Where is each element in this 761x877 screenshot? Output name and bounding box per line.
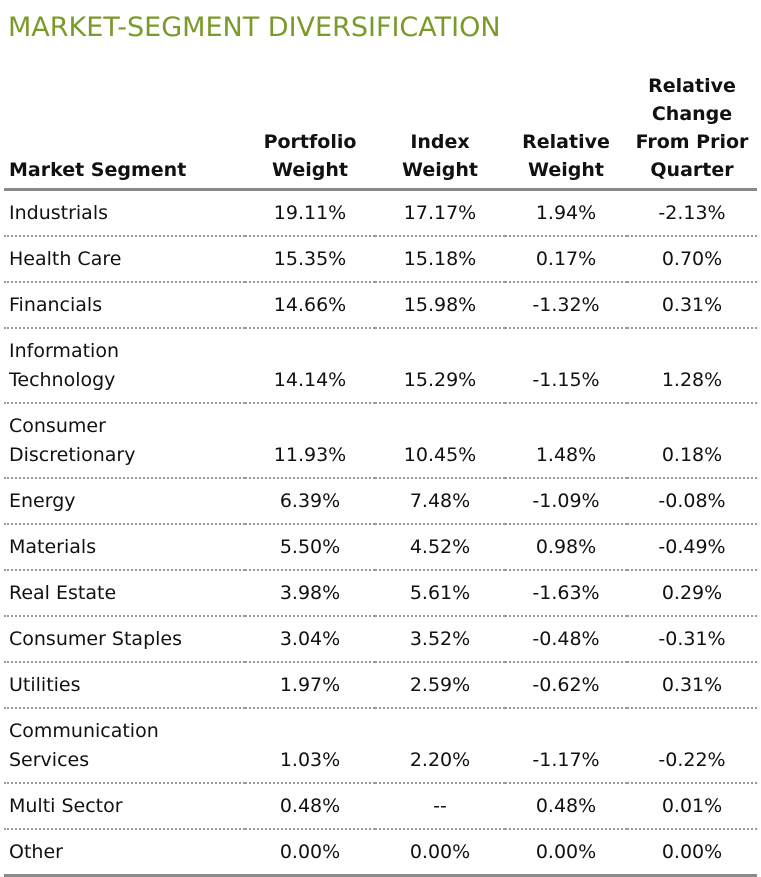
column-header: Relative Weight <box>505 72 627 191</box>
cell-value: 15.29% <box>375 328 505 404</box>
table-row: Financials 14.66% 15.98% -1.32% 0.31% <box>4 282 757 329</box>
cell-value: 0.98% <box>505 524 627 571</box>
page: MARKET-SEGMENT DIVERSIFICATION Market Se… <box>4 12 757 877</box>
cell-value: 0.17% <box>505 236 627 283</box>
table-row: Industrials 19.11% 17.17% 1.94% -2.13% <box>4 189 757 237</box>
cell-value: 0.31% <box>627 282 757 329</box>
table-row: Consumer Discretionary 11.93% 10.45% 1.48% 0… <box>4 403 757 479</box>
cell-value: 5.61% <box>375 570 505 617</box>
cell-value: 15.18% <box>375 236 505 283</box>
cell-value: 1.97% <box>245 662 375 709</box>
cell-value: -0.22% <box>627 708 757 784</box>
segment-name: Information Technology <box>4 328 245 404</box>
table-row: Consumer Staples 3.04% 3.52% -0.48% -0.31% <box>4 616 757 663</box>
cell-value: 15.35% <box>245 236 375 283</box>
column-header: Relative Change From Prior Quarter <box>627 72 757 191</box>
segment-table: Market Segment Portfolio Weight Index Weig… <box>4 72 757 877</box>
table-row: Information Technology 14.14% 15.29% -1.15%… <box>4 328 757 404</box>
segment-name: Health Care <box>4 236 245 283</box>
cell-value: 3.98% <box>245 570 375 617</box>
segment-name: Utilities <box>4 662 245 709</box>
segment-name: Real Estate <box>4 570 245 617</box>
cell-value: 0.70% <box>627 236 757 283</box>
cell-value: 3.52% <box>375 616 505 663</box>
segment-name: Communication Services <box>4 708 245 784</box>
header-row: Market Segment Portfolio Weight Index Weig… <box>4 72 757 191</box>
table-row: Health Care 15.35% 15.18% 0.17% 0.70% <box>4 236 757 283</box>
column-header: Portfolio Weight <box>245 72 375 191</box>
column-header: Index Weight <box>375 72 505 191</box>
segment-name: Consumer Staples <box>4 616 245 663</box>
cell-value: 15.98% <box>375 282 505 329</box>
cell-value: 10.45% <box>375 403 505 479</box>
cell-value: 19.11% <box>245 189 375 237</box>
cell-value: 2.20% <box>375 708 505 784</box>
cell-value: 14.14% <box>245 328 375 404</box>
cell-value: 7.48% <box>375 478 505 525</box>
column-header: Market Segment <box>4 72 245 191</box>
cell-value: -0.08% <box>627 478 757 525</box>
segment-name: Industrials <box>4 189 245 237</box>
segment-name: Materials <box>4 524 245 571</box>
table-row: Materials 5.50% 4.52% 0.98% -0.49% <box>4 524 757 571</box>
cell-value: 1.28% <box>627 328 757 404</box>
table-row: Energy 6.39% 7.48% -1.09% -0.08% <box>4 478 757 525</box>
segment-name: Energy <box>4 478 245 525</box>
cell-value: 1.48% <box>505 403 627 479</box>
cell-value: 0.48% <box>505 783 627 830</box>
cell-value: 0.18% <box>627 403 757 479</box>
cell-value: -0.49% <box>627 524 757 571</box>
table-row: Real Estate 3.98% 5.61% -1.63% 0.29% <box>4 570 757 617</box>
cell-value: 2.59% <box>375 662 505 709</box>
cell-value: 4.52% <box>375 524 505 571</box>
cell-value: 14.66% <box>245 282 375 329</box>
cell-value: 11.93% <box>245 403 375 479</box>
title: MARKET-SEGMENT DIVERSIFICATION <box>8 12 501 43</box>
cell-value: -0.62% <box>505 662 627 709</box>
cell-value: 3.04% <box>245 616 375 663</box>
table-row: Multi Sector 0.48% -- 0.48% 0.01% <box>4 783 757 830</box>
cell-value: 0.31% <box>627 662 757 709</box>
cell-value: -1.17% <box>505 708 627 784</box>
cell-value: -0.48% <box>505 616 627 663</box>
cell-value: 5.50% <box>245 524 375 571</box>
cell-value: 1.94% <box>505 189 627 237</box>
cell-value: -- <box>375 783 505 830</box>
segment-name: Consumer Discretionary <box>4 403 245 479</box>
cell-value: -1.09% <box>505 478 627 525</box>
cell-value: -1.32% <box>505 282 627 329</box>
cell-value: -1.63% <box>505 570 627 617</box>
cell-value: 6.39% <box>245 478 375 525</box>
cell-value: 17.17% <box>375 189 505 237</box>
cell-value: -0.31% <box>627 616 757 663</box>
cell-value: -1.15% <box>505 328 627 404</box>
cell-value: 1.03% <box>245 708 375 784</box>
segment-name: Multi Sector <box>4 783 245 830</box>
segment-name: Financials <box>4 282 245 329</box>
cell-value: 0.01% <box>627 783 757 830</box>
cell-value: -2.13% <box>627 189 757 237</box>
table-row: Utilities 1.97% 2.59% -0.62% 0.31% <box>4 662 757 709</box>
cell-value: 0.48% <box>245 783 375 830</box>
cell-value: 0.29% <box>627 570 757 617</box>
table-row: Communication Services 1.03% 2.20% -1.17% -0… <box>4 708 757 784</box>
